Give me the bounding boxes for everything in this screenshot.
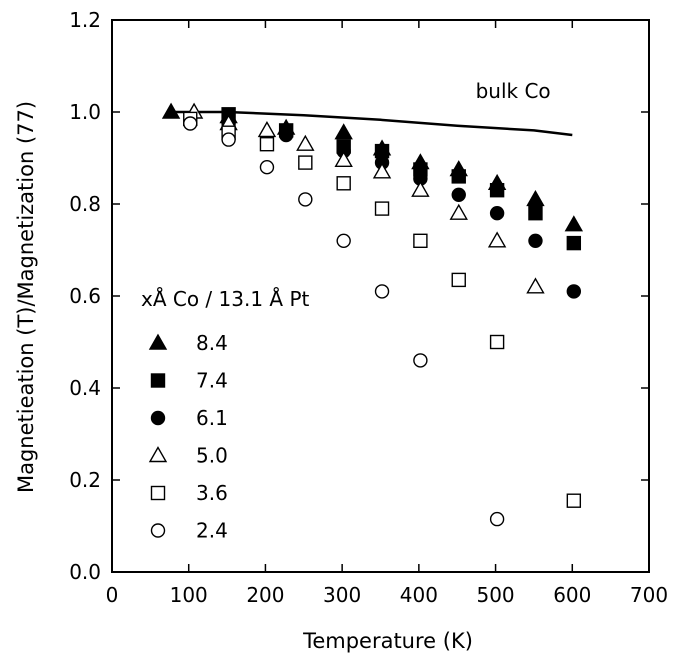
data-point	[413, 353, 428, 368]
data-point	[566, 284, 582, 299]
data-point	[526, 189, 545, 207]
data-point	[451, 169, 466, 184]
data-point	[298, 192, 313, 207]
x-tick-label: 600	[553, 583, 591, 607]
x-tick-label: 400	[400, 583, 438, 607]
data-point	[374, 284, 390, 299]
legend-marker	[150, 373, 166, 388]
y-tick-label: 0.8	[69, 192, 101, 216]
data-point	[259, 159, 275, 175]
data-point	[334, 123, 353, 140]
y-tick-label: 0.4	[69, 376, 101, 400]
x-tick-label: 100	[170, 583, 208, 607]
data-point	[183, 116, 198, 131]
x-tick-label: 500	[476, 583, 514, 607]
data-markers	[161, 102, 584, 527]
legend-label: 3.6	[196, 481, 228, 505]
y-tick-label: 1.2	[69, 8, 101, 32]
data-point	[259, 136, 275, 152]
x-tick-label: 0	[106, 583, 119, 607]
data-point	[489, 182, 505, 198]
x-tick-label: 200	[246, 583, 284, 607]
data-point	[374, 201, 390, 216]
legend-label: 6.1	[196, 406, 228, 430]
legend-marker	[148, 446, 168, 463]
data-point	[257, 120, 277, 138]
data-point	[161, 102, 181, 119]
y-axis-label: Magnetieation (T)/Magnetization (77)	[14, 101, 38, 493]
data-point	[334, 150, 353, 168]
bulk-co-label: bulk Co	[476, 79, 551, 103]
data-point	[221, 132, 236, 147]
legend-label: 5.0	[196, 444, 228, 468]
legend-marker	[150, 410, 166, 426]
y-tick-label: 0.6	[69, 284, 101, 308]
data-point	[489, 334, 505, 350]
data-point	[566, 493, 582, 508]
legend-label: 2.4	[196, 519, 228, 543]
data-point	[296, 134, 315, 151]
data-point	[489, 205, 505, 221]
data-point	[372, 162, 392, 179]
data-point	[489, 511, 505, 527]
x-tick-label: 700	[630, 583, 668, 607]
data-point	[564, 215, 584, 232]
x-axis-label: Temperature (K)	[302, 629, 473, 653]
data-point	[451, 272, 466, 288]
legend-title: xÅ Co / 13.1 Å Pt	[141, 287, 310, 311]
x-tick-label: 300	[323, 583, 361, 607]
legend: xÅ Co / 13.1 Å Pt 8.4 7.4 6.1 5.0 3.6 2.4	[141, 287, 310, 543]
data-point	[451, 187, 466, 203]
legend-label: 8.4	[196, 331, 228, 355]
data-point	[566, 235, 582, 251]
legend-marker	[148, 333, 168, 350]
data-point	[278, 127, 294, 143]
y-tick-label: 0.0	[69, 560, 101, 584]
data-point	[411, 180, 430, 197]
legend-marker	[150, 523, 166, 538]
data-point	[413, 233, 428, 249]
data-point	[336, 233, 351, 249]
legend-label: 7.4	[196, 369, 228, 393]
data-point	[526, 277, 545, 294]
y-tick-label: 0.2	[69, 468, 101, 492]
axis-ticks: 0 100 200 300 400 500 600 700 0.0 0.2 0.4 0.6 0.8 1.0…	[69, 8, 668, 607]
legend-marker	[150, 485, 166, 501]
y-tick-label: 1.0	[69, 100, 101, 124]
data-point	[528, 233, 543, 249]
data-point	[449, 203, 468, 220]
data-point	[528, 205, 543, 221]
data-point	[336, 176, 351, 191]
data-point	[487, 231, 507, 248]
data-point	[298, 155, 313, 170]
